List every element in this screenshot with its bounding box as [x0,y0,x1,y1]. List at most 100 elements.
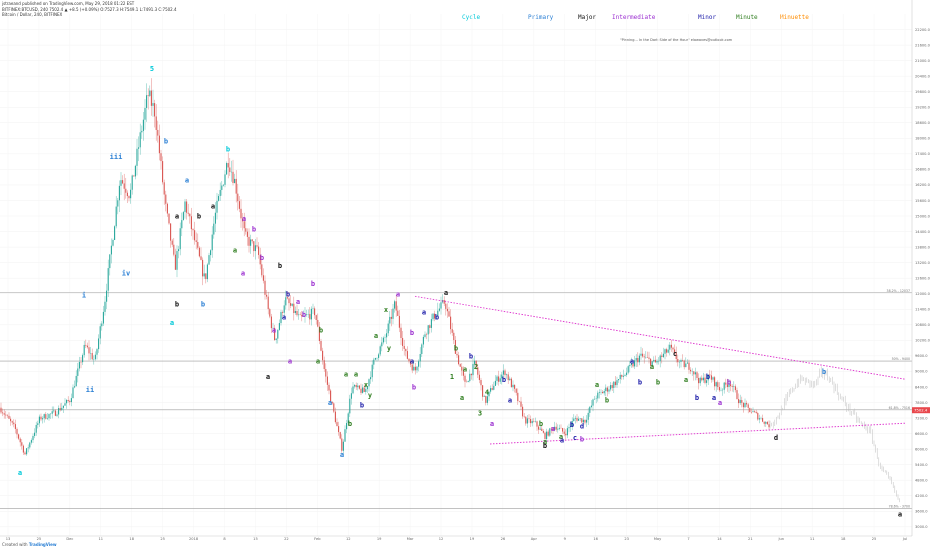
candle-body [94,354,96,360]
legend-minute: Minute [736,14,758,21]
candle-body [400,327,402,339]
wave-label: a [444,289,448,297]
wave-label: a [595,381,599,389]
candle-body [86,345,88,348]
candle-body [304,314,306,316]
wave-label: 2 [474,363,478,371]
candle-body [501,374,503,379]
wave-label: y [368,391,373,399]
candle-body [382,337,384,343]
candle-body [216,200,218,213]
wave-degree-legend: Cycle Primary Major Intermediate Minor M… [0,14,932,24]
candle-body [26,448,28,455]
y-tick-label: 18600.0 [915,121,931,125]
candle-body [368,379,370,387]
candle-body [170,223,172,241]
y-tick-label: 13800.0 [915,245,931,249]
y-tick-label: 19800.0 [915,90,931,94]
candle-body [40,416,42,420]
y-tick-label: 4200.0 [915,494,928,498]
x-tick-label: 12 [439,537,444,541]
candle-body [149,90,151,96]
candle-body [219,189,221,196]
wave-label: a [560,437,564,445]
candle-body [378,354,380,358]
candle-body [429,325,431,328]
symbol-ohlc: BITFINEX:BTCUSD, 240 7502.4 ▲ +8.5 (+0.0… [2,6,177,12]
candle-body [48,414,50,419]
chart-caption: "Pinning... In the Dark Side of the Hour… [620,38,733,42]
candle-body [474,360,476,364]
candle-body [467,381,469,383]
x-tick-label: May [654,537,662,541]
candle-body [733,386,735,387]
candle-body [701,377,703,381]
candle-body [91,353,93,360]
candle-body [418,361,420,367]
candle-body [549,428,551,436]
candle-body [278,323,280,330]
publish-info: jstraeand published on TradingView.com, … [2,1,135,6]
candle-body [165,194,167,204]
candle-body [211,234,213,251]
wave-label: b [286,290,290,298]
candle-body [411,364,413,371]
footer: Created with TradingView [2,542,57,547]
candle-body [235,178,237,194]
wave-label: ii [86,386,94,394]
candle-body [696,372,698,378]
candle-body [659,355,661,362]
candle-body [714,377,716,387]
candle-body [250,239,252,246]
candle-body [680,360,682,362]
candle-body [718,387,720,391]
candle-body [154,103,156,117]
candle-body [259,254,261,265]
candle-body [125,188,127,193]
candle-body [706,380,708,383]
candle-body [166,203,168,214]
wave-label: iv [122,270,130,278]
wave-label: y [387,345,392,353]
candle-body [85,344,87,346]
wave-label: b [278,262,282,270]
candle-body [445,303,447,309]
candle-body [574,417,576,419]
wave-label: 5 [150,65,154,73]
candle-body [69,401,71,403]
candle-body [144,107,146,120]
candle-body [744,403,746,408]
candle-body [22,445,24,453]
candle-body [221,185,223,190]
candle-body [366,386,368,390]
candle-body [688,362,690,370]
candle-body [248,236,250,246]
y-tick-label: 15000.0 [915,214,931,218]
candle-body [157,129,159,136]
wave-label: b [410,329,414,337]
candle-body [510,378,512,388]
candle-body [357,385,359,388]
y-tick-label: 17400.0 [915,152,931,156]
last-price-tag [912,407,930,414]
candle-body [502,370,504,375]
fib-levels: 38.2% - 12037 50% - 9400 61.8% - 7516 78.6%… [0,289,912,509]
candle-body [210,250,212,256]
candle-body [373,359,375,365]
candle-body [195,240,197,242]
candle-body [528,418,530,420]
candle-body [667,349,669,353]
candle-body [734,386,736,391]
candle-body [517,392,519,402]
candle-body [131,175,133,190]
candle-body [568,427,570,429]
candle-body [202,259,204,277]
candle-body [194,230,196,241]
candle-body [413,366,415,371]
candle-body [398,315,400,328]
candle-body [190,216,192,230]
candle-body [331,401,333,404]
candle-body [438,308,440,311]
candle-body [493,385,495,390]
candle-body [597,392,599,399]
